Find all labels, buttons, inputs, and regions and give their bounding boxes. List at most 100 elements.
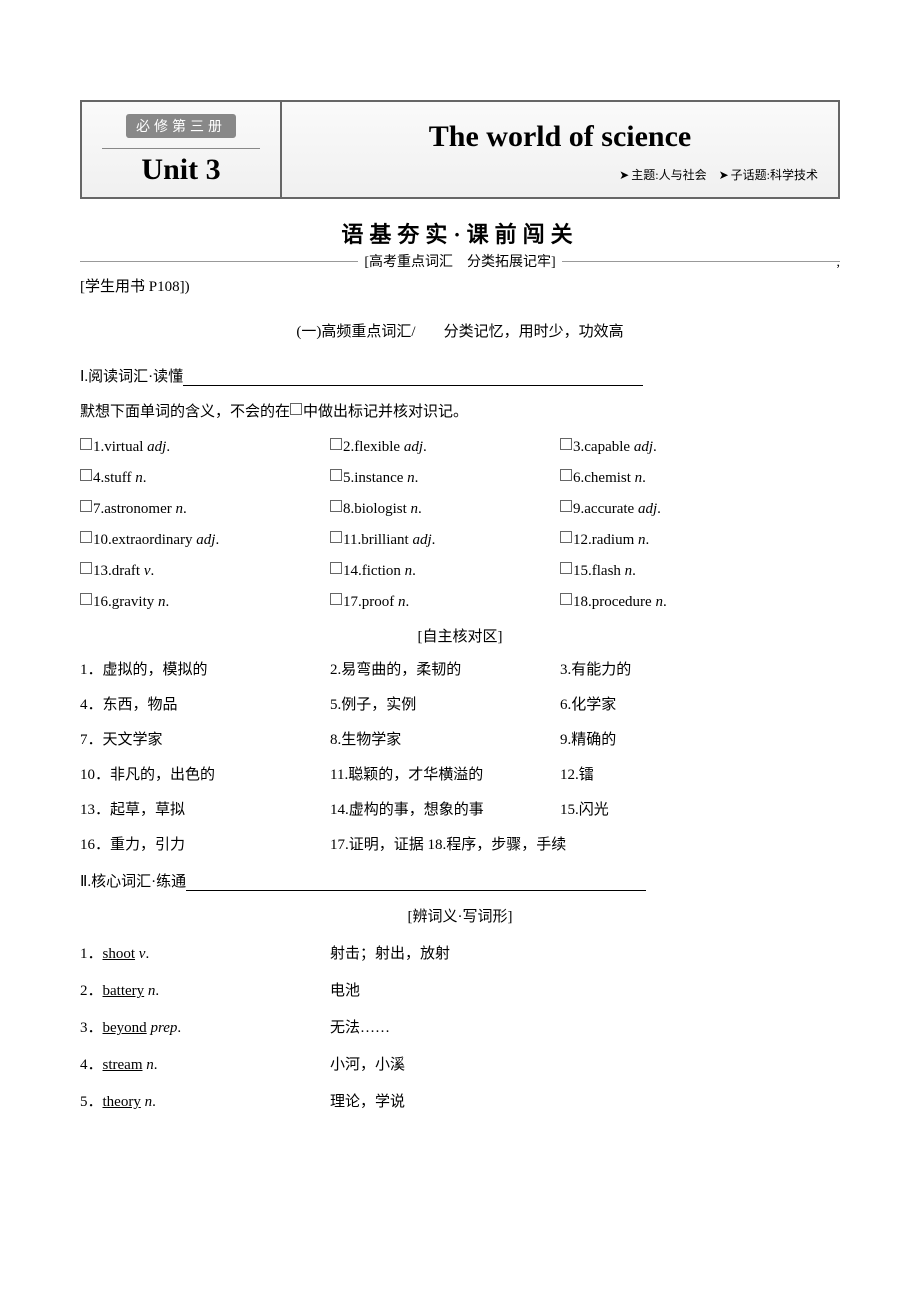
answer-16: 16．重力，引力 — [80, 833, 330, 854]
check-header: [自主核对区] — [80, 625, 840, 646]
vocab-item: 6.chemist n. — [560, 470, 840, 487]
answer-item: 7．天文学家 — [80, 728, 330, 749]
instruction-a: 默想下面单词的含义，不会的在 — [80, 404, 290, 420]
word-term-col: 1．shoot v. — [80, 942, 330, 963]
checkbox-icon[interactable] — [330, 438, 342, 450]
answer-item: 8.生物学家 — [330, 728, 560, 749]
instruction: 默想下面单词的含义，不会的在中做出标记并核对识记。 — [80, 400, 840, 421]
vocab-item: 8.biologist n. — [330, 501, 560, 518]
arrow-icon: ➤ — [619, 168, 629, 182]
vocab-item: 13.draft v. — [80, 563, 330, 580]
checkbox-icon[interactable] — [330, 531, 342, 543]
vocab-item: 9.accurate adj. — [560, 501, 840, 518]
header-left: 必修第三册 Unit 3 — [82, 102, 282, 197]
answer-item: 2.易弯曲的，柔韧的 — [330, 658, 560, 679]
unit-header: 必修第三册 Unit 3 The world of science ➤主题:人与… — [80, 100, 840, 199]
core-vocab-label: Ⅱ.核心词汇·练通 — [80, 870, 840, 891]
checkbox-icon[interactable] — [560, 562, 572, 574]
answer-item: 12.镭 — [560, 763, 840, 784]
vocab-item: 14.fiction n. — [330, 563, 560, 580]
vocab-item: 17.proof n. — [330, 594, 560, 611]
topic1-label: 主题: — [631, 168, 658, 182]
frequency-title: (一)高频重点词汇/分类记忆，用时少，功效高 — [80, 320, 840, 341]
book-label: 必修第三册 — [126, 114, 236, 138]
word-meaning: 无法…… — [330, 1016, 390, 1037]
core-label-text: Ⅱ.核心词汇·练通 — [80, 874, 186, 890]
checkbox-icon[interactable] — [80, 593, 92, 605]
sub-header: [高考重点词汇 分类拓展记牢] — [358, 251, 561, 271]
vocab-item: 12.radium n. — [560, 532, 840, 549]
word-term-col: 5．theory n. — [80, 1090, 330, 1111]
answer-item: 11.聪颖的，才华横溢的 — [330, 763, 560, 784]
vocab-item: 18.procedure n. — [560, 594, 840, 611]
topic2-value: 科学技术 — [770, 168, 818, 182]
checkbox-icon[interactable] — [330, 469, 342, 481]
word-list: 1．shoot v.射击；射出，放射2．battery n.电池3．beyond… — [80, 942, 840, 1111]
arrow-icon: ➤ — [719, 168, 729, 182]
word-row: 2．battery n.电池 — [80, 979, 840, 1000]
topic2-label: 子话题: — [731, 168, 770, 182]
unit-label: Unit 3 — [102, 153, 260, 187]
vocab-item: 10.extraordinary adj. — [80, 532, 330, 549]
topic1-value: 人与社会 — [659, 168, 707, 182]
header-right: The world of science ➤主题:人与社会 ➤子话题:科学技术 — [282, 102, 838, 197]
topics: ➤主题:人与社会 ➤子话题:科学技术 — [302, 166, 818, 183]
instruction-b: 中做出标记并核对识记。 — [303, 404, 468, 420]
word-term-col: 3．beyond prep. — [80, 1016, 330, 1037]
checkbox-icon[interactable] — [80, 438, 92, 450]
answer-item: 14.虚构的事，想象的事 — [330, 798, 560, 819]
vocab-item: 15.flash n. — [560, 563, 840, 580]
vocab-item: 3.capable adj. — [560, 439, 840, 456]
freq-b: 分类记忆，用时少，功效高 — [444, 324, 624, 340]
checkbox-icon[interactable] — [330, 562, 342, 574]
answer-grid: 1．虚拟的，模拟的2.易弯曲的，柔韧的3.有能力的 4．东西，物品5.例子，实例6… — [80, 658, 840, 819]
answer-item: 3.有能力的 — [560, 658, 840, 679]
page-reference: [学生用书 P108]) — [80, 275, 840, 296]
checkbox-icon[interactable] — [330, 593, 342, 605]
word-meaning: 小河，小溪 — [330, 1053, 405, 1074]
answer-item: 4．东西，物品 — [80, 693, 330, 714]
answer-item: 9.精确的 — [560, 728, 840, 749]
divider — [102, 148, 260, 149]
vocab-item: 2.flexible adj. — [330, 439, 560, 456]
checkbox-icon[interactable] — [560, 531, 572, 543]
checkbox-icon[interactable] — [80, 469, 92, 481]
vocab-item: 4.stuff n. — [80, 470, 330, 487]
word-row: 5．theory n.理论，学说 — [80, 1090, 840, 1111]
vocab-item: 5.instance n. — [330, 470, 560, 487]
word-meaning: 射击；射出，放射 — [330, 942, 450, 963]
answer-last-row: 16．重力，引力17.证明，证据 18.程序，步骤，手续 — [80, 833, 840, 854]
word-term-col: 2．battery n. — [80, 979, 330, 1000]
section-header: 语基夯实·课前闯关 — [80, 217, 840, 249]
word-term-col: 4．stream n. — [80, 1053, 330, 1074]
checkbox-icon[interactable] — [80, 562, 92, 574]
word-meaning: 电池 — [330, 979, 360, 1000]
answer-item: 6.化学家 — [560, 693, 840, 714]
word-meaning: 理论，学说 — [330, 1090, 405, 1111]
checkbox-icon[interactable] — [560, 438, 572, 450]
answer-item: 13．起草，草拟 — [80, 798, 330, 819]
freq-a: (一)高频重点词汇/ — [296, 324, 415, 340]
checkbox-icon[interactable] — [80, 500, 92, 512]
checkbox-icon — [290, 403, 302, 415]
vocab-grid: 1.virtual adj.2.flexible adj.3.capable a… — [80, 439, 840, 611]
word-row: 3．beyond prep.无法…… — [80, 1016, 840, 1037]
checkbox-icon[interactable] — [80, 531, 92, 543]
word-row: 4．stream n.小河，小溪 — [80, 1053, 840, 1074]
answer-item: 15.闪光 — [560, 798, 840, 819]
answer-item: 5.例子，实例 — [330, 693, 560, 714]
vocab-item: 11.brilliant adj. — [330, 532, 560, 549]
vocab-item: 1.virtual adj. — [80, 439, 330, 456]
checkbox-icon[interactable] — [560, 469, 572, 481]
vocab-item: 7.astronomer n. — [80, 501, 330, 518]
word-row: 1．shoot v.射击；射出，放射 — [80, 942, 840, 963]
checkbox-icon[interactable] — [560, 500, 572, 512]
checkbox-icon[interactable] — [560, 593, 572, 605]
discern-header: [辨词义·写词形] — [80, 905, 840, 926]
answer-17-18: 17.证明，证据 18.程序，步骤，手续 — [330, 833, 566, 854]
underline — [186, 890, 646, 891]
underline — [183, 385, 643, 386]
checkbox-icon[interactable] — [330, 500, 342, 512]
reading-label-text: Ⅰ.阅读词汇·读懂 — [80, 369, 183, 385]
answer-item: 1．虚拟的，模拟的 — [80, 658, 330, 679]
